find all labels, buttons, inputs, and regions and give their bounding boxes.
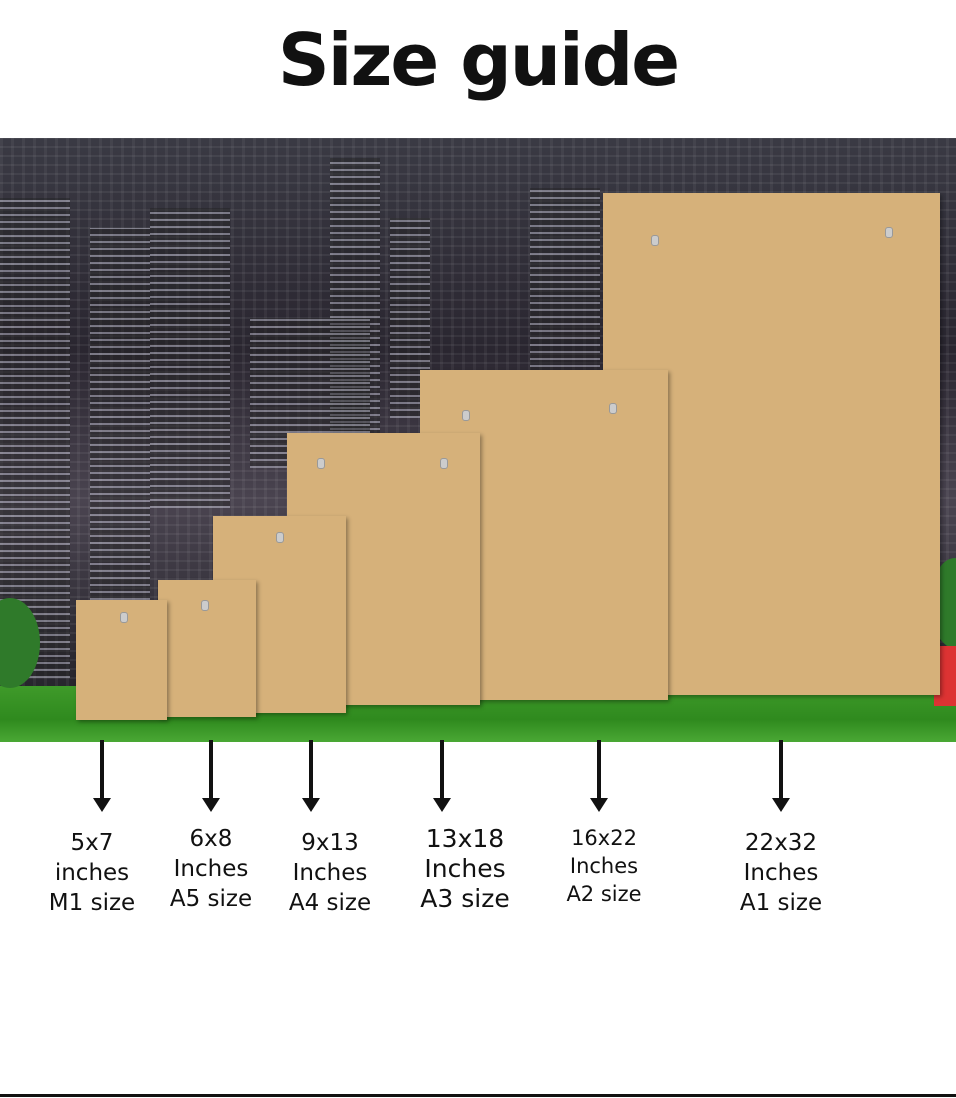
board-m1 bbox=[76, 600, 167, 720]
size-name: A4 size bbox=[288, 890, 372, 916]
city-building bbox=[150, 208, 230, 508]
size-unit: Inches bbox=[424, 854, 506, 883]
city-building bbox=[90, 228, 150, 628]
hook-icon bbox=[462, 410, 470, 421]
bottom-divider bbox=[0, 1094, 956, 1097]
hook-icon bbox=[651, 235, 659, 246]
size-unit: Inches bbox=[743, 860, 819, 886]
city-building bbox=[530, 188, 600, 388]
hook-icon bbox=[885, 227, 893, 238]
size-dimensions: 13x18 bbox=[425, 824, 505, 853]
size-dimensions: 9x13 bbox=[301, 830, 359, 856]
size-dimensions: 22x32 bbox=[744, 830, 818, 856]
size-label-a4: 9x13 Inches A4 size bbox=[265, 828, 395, 918]
size-dimensions: 16x22 bbox=[571, 826, 637, 850]
board-a5 bbox=[158, 580, 256, 717]
size-name: M1 size bbox=[48, 890, 136, 916]
arrow-down-icon bbox=[433, 740, 451, 812]
hook-icon bbox=[201, 600, 209, 611]
size-unit: inches bbox=[54, 860, 130, 886]
page-title: Size guide bbox=[277, 18, 680, 102]
size-name: A2 size bbox=[566, 882, 642, 906]
size-name: A5 size bbox=[169, 886, 253, 912]
hook-icon bbox=[276, 532, 284, 543]
arrow-down-icon bbox=[302, 740, 320, 812]
size-unit: Inches bbox=[292, 860, 368, 886]
city-building bbox=[330, 158, 380, 458]
size-label-a1: 22x32 Inches A1 size bbox=[716, 828, 846, 918]
size-label-m1: 5x7 inches M1 size bbox=[27, 828, 157, 918]
size-dimensions: 6x8 bbox=[189, 826, 233, 852]
hook-icon bbox=[440, 458, 448, 469]
size-unit: Inches bbox=[173, 856, 249, 882]
hook-icon bbox=[120, 612, 128, 623]
size-unit: Inches bbox=[569, 854, 639, 878]
size-label-a5: 6x8 Inches A5 size bbox=[146, 824, 276, 914]
product-photo bbox=[0, 138, 956, 742]
size-label-a2: 16x22 Inches A2 size bbox=[539, 824, 669, 908]
size-dimensions: 5x7 bbox=[70, 830, 114, 856]
size-name: A1 size bbox=[739, 890, 823, 916]
arrow-down-icon bbox=[93, 740, 111, 812]
size-name: A3 size bbox=[420, 884, 510, 913]
arrow-down-icon bbox=[772, 740, 790, 812]
arrow-down-icon bbox=[202, 740, 220, 812]
hook-icon bbox=[609, 403, 617, 414]
size-label-a3: 13x18 Inches A3 size bbox=[400, 824, 530, 914]
arrow-down-icon bbox=[590, 740, 608, 812]
hook-icon bbox=[317, 458, 325, 469]
